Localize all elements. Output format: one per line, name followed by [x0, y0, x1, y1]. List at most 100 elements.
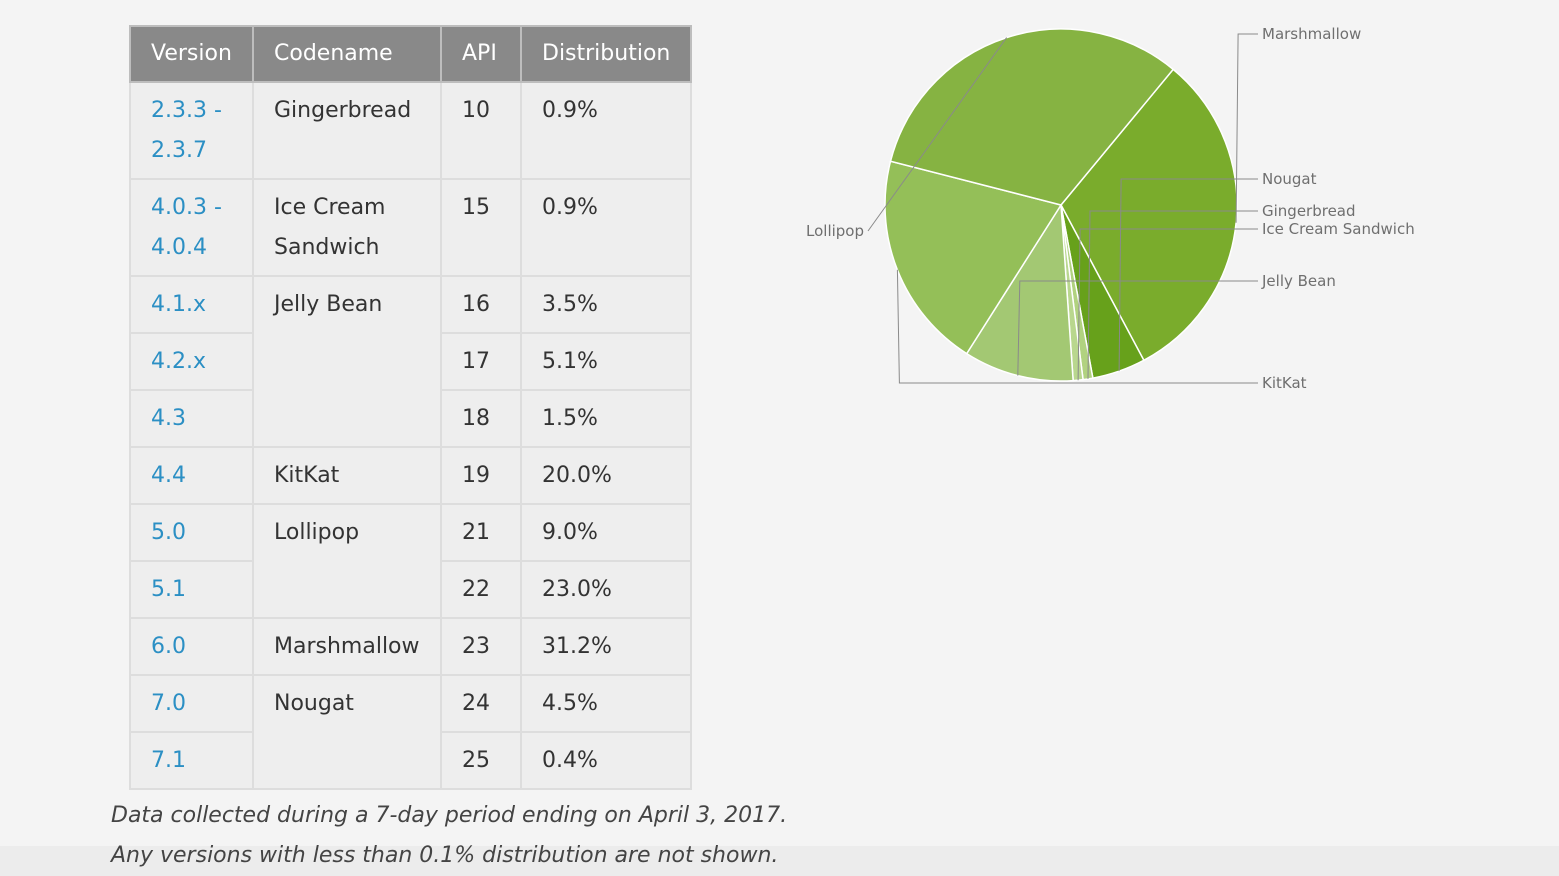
codename-cell: Ice Cream Sandwich: [252, 178, 442, 277]
version-link[interactable]: 4.0.3 - 4.0.4: [129, 178, 254, 277]
version-text: 6.0: [151, 634, 186, 659]
version-text: 4.4: [151, 463, 186, 488]
codename-text: Sandwich: [274, 235, 380, 260]
distribution-cell: 20.0%: [519, 446, 693, 505]
api-cell: 21: [440, 503, 522, 562]
codename-text: Marshmallow: [274, 634, 420, 659]
api-cell: 25: [440, 731, 522, 790]
version-link[interactable]: 2.3.3 - 2.3.7: [129, 81, 254, 180]
api-cell: 22: [440, 560, 522, 619]
distribution-cell: 0.9%: [519, 178, 693, 277]
distribution-cell: 31.2%: [519, 617, 693, 676]
header-distribution: Distribution: [519, 25, 693, 83]
distribution-cell: 23.0%: [519, 560, 693, 619]
version-text: 4.1.x: [151, 292, 206, 317]
footnote-threshold: Any versions with less than 0.1% distrib…: [111, 843, 779, 868]
api-cell: 17: [440, 332, 522, 391]
pie-label-nougat: Nougat: [1262, 170, 1317, 188]
footnote-collection-period: Data collected during a 7-day period end…: [111, 803, 788, 828]
pie-slice-kitkat: [884, 160, 1063, 355]
distribution-cell: 1.5%: [519, 389, 693, 448]
table-header-row: Version Codename API Distribution: [129, 25, 693, 83]
distribution-cell: 5.1%: [519, 332, 693, 391]
codename-text: Lollipop: [274, 520, 360, 545]
pie-label-ice-cream-sandwich: Ice Cream Sandwich: [1262, 220, 1415, 238]
table-row: 4.3 18 1.5%: [129, 389, 693, 448]
table-row: 4.2.x 17 5.1%: [129, 332, 693, 391]
pie-label-jelly-bean: Jelly Bean: [1261, 272, 1336, 290]
codename-cell: KitKat: [252, 446, 442, 505]
api-cell: 23: [440, 617, 522, 676]
codename-text: KitKat: [274, 463, 340, 488]
table-row: 5.1 22 23.0%: [129, 560, 693, 619]
pie-label-lollipop: Lollipop: [806, 222, 864, 240]
version-link[interactable]: 4.4: [129, 446, 254, 505]
leader-line-lollipop: [867, 37, 1008, 232]
version-text: 2.3.7: [151, 138, 207, 163]
table-row: 2.3.3 - 2.3.7 Gingerbread 10 0.9%: [129, 81, 693, 180]
table-row: 5.0 Lollipop 21 9.0%: [129, 503, 693, 619]
codename-text: Gingerbread: [274, 98, 412, 123]
distribution-cell: 0.9%: [519, 81, 693, 180]
version-link[interactable]: 5.1: [129, 560, 254, 619]
version-text: 7.0: [151, 691, 186, 716]
api-cell: 15: [440, 178, 522, 277]
codename-cell: Lollipop: [252, 503, 442, 619]
version-text: 4.3: [151, 406, 186, 431]
pie-label-gingerbread: Gingerbread: [1262, 202, 1356, 220]
codename-text: Nougat: [274, 691, 354, 716]
pie-label-marshmallow: Marshmallow: [1262, 25, 1361, 43]
version-link[interactable]: 4.2.x: [129, 332, 254, 391]
version-text: 4.2.x: [151, 349, 206, 374]
version-link[interactable]: 5.0: [129, 503, 254, 562]
leader-line-jelly-bean: [1017, 280, 1258, 376]
version-link[interactable]: 4.1.x: [129, 275, 254, 334]
version-text: 7.1: [151, 748, 186, 773]
table-row: 7.0 Nougat 24 4.5%: [129, 674, 693, 790]
version-text: 4.0.3 -: [151, 195, 222, 220]
codename-text: Ice Cream: [274, 195, 386, 220]
leader-line-marshmallow: [1235, 33, 1258, 223]
codename-cell: Gingerbread: [252, 81, 442, 180]
version-link[interactable]: 7.1: [129, 731, 254, 790]
leader-line-ice-cream-sandwich: [1077, 228, 1258, 381]
api-cell: 16: [440, 275, 522, 334]
codename-text: Jelly Bean: [274, 292, 383, 317]
table-row: 4.4 KitKat 19 20.0%: [129, 446, 693, 505]
header-codename: Codename: [252, 25, 442, 83]
distribution-cell: 3.5%: [519, 275, 693, 334]
pie-label-kitkat: KitKat: [1262, 374, 1307, 392]
version-text: 4.0.4: [151, 235, 207, 260]
leader-line-nougat: [1118, 178, 1258, 372]
pie-leader-lines: [867, 33, 1258, 384]
table-row: 7.1 25 0.4%: [129, 731, 693, 790]
pie-slices: [884, 28, 1238, 382]
version-text: 5.1: [151, 577, 186, 602]
distribution-table: Version Codename API Distribution 2.3.3 …: [129, 25, 693, 790]
distribution-cell: 0.4%: [519, 731, 693, 790]
leader-line-gingerbread: [1087, 210, 1258, 379]
api-cell: 10: [440, 81, 522, 180]
table-row: 4.0.3 - 4.0.4 Ice Cream Sandwich 15 0.9%: [129, 178, 693, 277]
api-cell: 24: [440, 674, 522, 733]
table-row: 4.1.x Jelly Bean 16 3.5%: [129, 275, 693, 448]
api-cell: 18: [440, 389, 522, 448]
distribution-cell: 9.0%: [519, 503, 693, 562]
distribution-cell: 4.5%: [519, 674, 693, 733]
leader-line-kitkat: [896, 269, 1258, 384]
header-api: API: [440, 25, 522, 83]
codename-cell: Nougat: [252, 674, 442, 790]
version-text: 5.0: [151, 520, 186, 545]
version-link[interactable]: 6.0: [129, 617, 254, 676]
codename-cell: Marshmallow: [252, 617, 442, 676]
header-version: Version: [129, 25, 254, 83]
table-row: 6.0 Marshmallow 23 31.2%: [129, 617, 693, 676]
version-text: 2.3.3 -: [151, 98, 222, 123]
version-link[interactable]: 7.0: [129, 674, 254, 733]
footnotes: Data collected during a 7-day period end…: [111, 796, 787, 876]
codename-cell: Jelly Bean: [252, 275, 442, 448]
version-link[interactable]: 4.3: [129, 389, 254, 448]
api-cell: 19: [440, 446, 522, 505]
